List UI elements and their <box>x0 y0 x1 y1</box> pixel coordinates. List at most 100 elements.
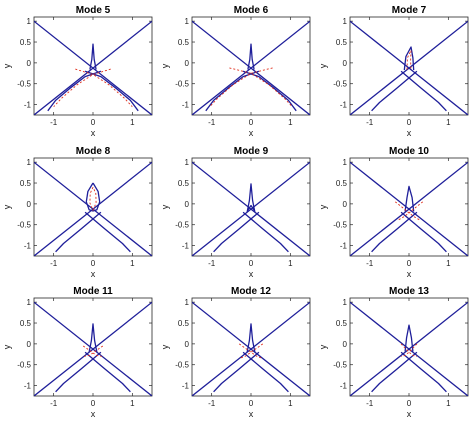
curve-group <box>192 301 310 396</box>
mode-shape-curve <box>401 343 418 357</box>
y-tick-label: 0 <box>27 200 32 209</box>
x-tick-label: -1 <box>50 118 58 127</box>
x-tick-label: -1 <box>208 259 216 268</box>
x-axis-label: x <box>249 269 254 279</box>
x-tick-label: -1 <box>50 399 58 408</box>
y-tick-label: 0.5 <box>178 38 190 47</box>
panel-title: Mode 12 <box>231 286 271 297</box>
mode-shape-curve <box>406 50 412 70</box>
y-tick-label: 0.5 <box>20 319 32 328</box>
reference-curve <box>350 20 468 115</box>
reference-curve <box>371 211 418 253</box>
y-tick-label: 0.5 <box>20 179 32 188</box>
y-tick-label: -0.5 <box>333 361 347 370</box>
y-tick-label: -0.5 <box>17 80 31 89</box>
panel-mode-6: Mode 6 -1 0 1 1 0.5 0 -0.5 -1 x y <box>160 5 311 138</box>
y-tick-label: -0.5 <box>333 80 347 89</box>
y-tick-label: 1 <box>185 298 190 307</box>
reference-curve <box>403 46 415 71</box>
y-axis-label: y <box>2 344 12 349</box>
x-tick-label: 0 <box>91 118 96 127</box>
curve-group <box>350 301 468 396</box>
x-axis-label: x <box>407 269 412 279</box>
x-axis-label: x <box>407 128 412 138</box>
y-axis-label: y <box>160 344 170 349</box>
panel-mode-12: Mode 12 -1 0 1 1 0.5 0 -0.5 -1 x y <box>160 286 311 419</box>
x-tick-label: 1 <box>130 399 135 408</box>
x-tick-label: -1 <box>208 118 216 127</box>
y-tick-label: 0.5 <box>336 319 348 328</box>
panel-mode-9: Mode 9 -1 0 1 1 0.5 0 -0.5 -1 x y <box>160 146 311 279</box>
x-tick-label: 1 <box>446 259 451 268</box>
reference-curve <box>192 301 310 396</box>
reference-curve <box>213 211 260 253</box>
y-tick-label: -0.5 <box>175 221 189 230</box>
panel-mode-8: Mode 8 -1 0 1 1 0.5 0 -0.5 -1 x y <box>2 146 153 279</box>
reference-curve <box>55 211 102 253</box>
y-tick-label: 0 <box>185 340 190 349</box>
mode-shape-curve <box>400 343 417 357</box>
reference-curve <box>350 161 468 256</box>
y-axis-label: y <box>318 344 328 349</box>
panel-mode-11: Mode 11 -1 0 1 1 0.5 0 -0.5 -1 x y <box>2 286 153 419</box>
x-tick-label: 0 <box>249 118 254 127</box>
curve-group <box>34 301 152 396</box>
reference-curve <box>242 211 289 253</box>
y-tick-label: 0 <box>343 59 348 68</box>
x-axis-label: x <box>249 128 254 138</box>
x-tick-label: -1 <box>50 259 58 268</box>
y-tick-label: 1 <box>185 158 190 167</box>
panel-title: Mode 6 <box>234 5 269 16</box>
y-tick-label: -1 <box>24 242 32 251</box>
reference-curve <box>55 351 102 393</box>
panel-mode-13: Mode 13 -1 0 1 1 0.5 0 -0.5 -1 x y <box>318 286 469 419</box>
x-tick-label: -1 <box>208 399 216 408</box>
y-tick-label: -1 <box>182 382 190 391</box>
y-tick-label: 0.5 <box>336 38 348 47</box>
reference-curve <box>404 185 415 212</box>
y-tick-label: 0 <box>343 340 348 349</box>
y-tick-label: -1 <box>340 242 348 251</box>
panel-title: Mode 11 <box>73 286 113 297</box>
reference-curve <box>34 20 152 115</box>
reference-curve <box>84 211 131 253</box>
x-axis-label: x <box>91 409 96 419</box>
x-tick-label: 1 <box>288 259 293 268</box>
x-axis-label: x <box>407 409 412 419</box>
reference-curve <box>88 323 98 353</box>
curve-group <box>192 161 310 256</box>
y-tick-label: 1 <box>343 17 348 26</box>
y-axis-label: y <box>160 204 170 209</box>
y-tick-label: 0 <box>27 59 32 68</box>
x-tick-label: -1 <box>366 259 374 268</box>
y-tick-label: -1 <box>182 101 190 110</box>
y-tick-label: 0 <box>27 340 32 349</box>
reference-curve <box>246 323 256 353</box>
y-tick-label: 0.5 <box>336 179 348 188</box>
y-tick-label: -1 <box>24 101 32 110</box>
y-axis-label: y <box>160 63 170 68</box>
mode-shape-curve <box>89 187 97 212</box>
reference-curve <box>371 351 418 393</box>
x-tick-label: 1 <box>446 399 451 408</box>
reference-curve <box>34 301 152 396</box>
reference-curve <box>192 161 310 256</box>
mode-shape-curve <box>239 343 264 359</box>
mode-shape-curve <box>84 345 104 357</box>
x-axis-label: x <box>91 269 96 279</box>
curve-group <box>192 20 310 115</box>
reference-curve <box>84 351 131 393</box>
y-tick-label: -0.5 <box>175 80 189 89</box>
panel-mode-5: Mode 5 -1 0 1 1 0.5 0 -0.5 -1 x y <box>2 5 153 138</box>
reference-curve <box>404 324 414 352</box>
y-tick-label: 1 <box>343 298 348 307</box>
reference-curve <box>47 70 102 112</box>
y-tick-label: -1 <box>182 242 190 251</box>
x-tick-label: 1 <box>130 118 135 127</box>
reference-curve <box>213 351 260 393</box>
panel-title: Mode 7 <box>392 5 427 16</box>
x-axis-label: x <box>249 409 254 419</box>
y-tick-label: 1 <box>27 17 32 26</box>
y-tick-label: -0.5 <box>175 361 189 370</box>
